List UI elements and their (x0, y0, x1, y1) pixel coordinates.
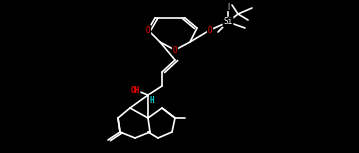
Text: |: | (226, 3, 230, 10)
Text: O: O (173, 45, 177, 54)
Text: OH: OH (130, 86, 140, 95)
Text: O: O (146, 26, 150, 34)
Text: O: O (208, 26, 212, 34)
Text: Si: Si (223, 17, 233, 26)
Text: H: H (150, 95, 154, 104)
